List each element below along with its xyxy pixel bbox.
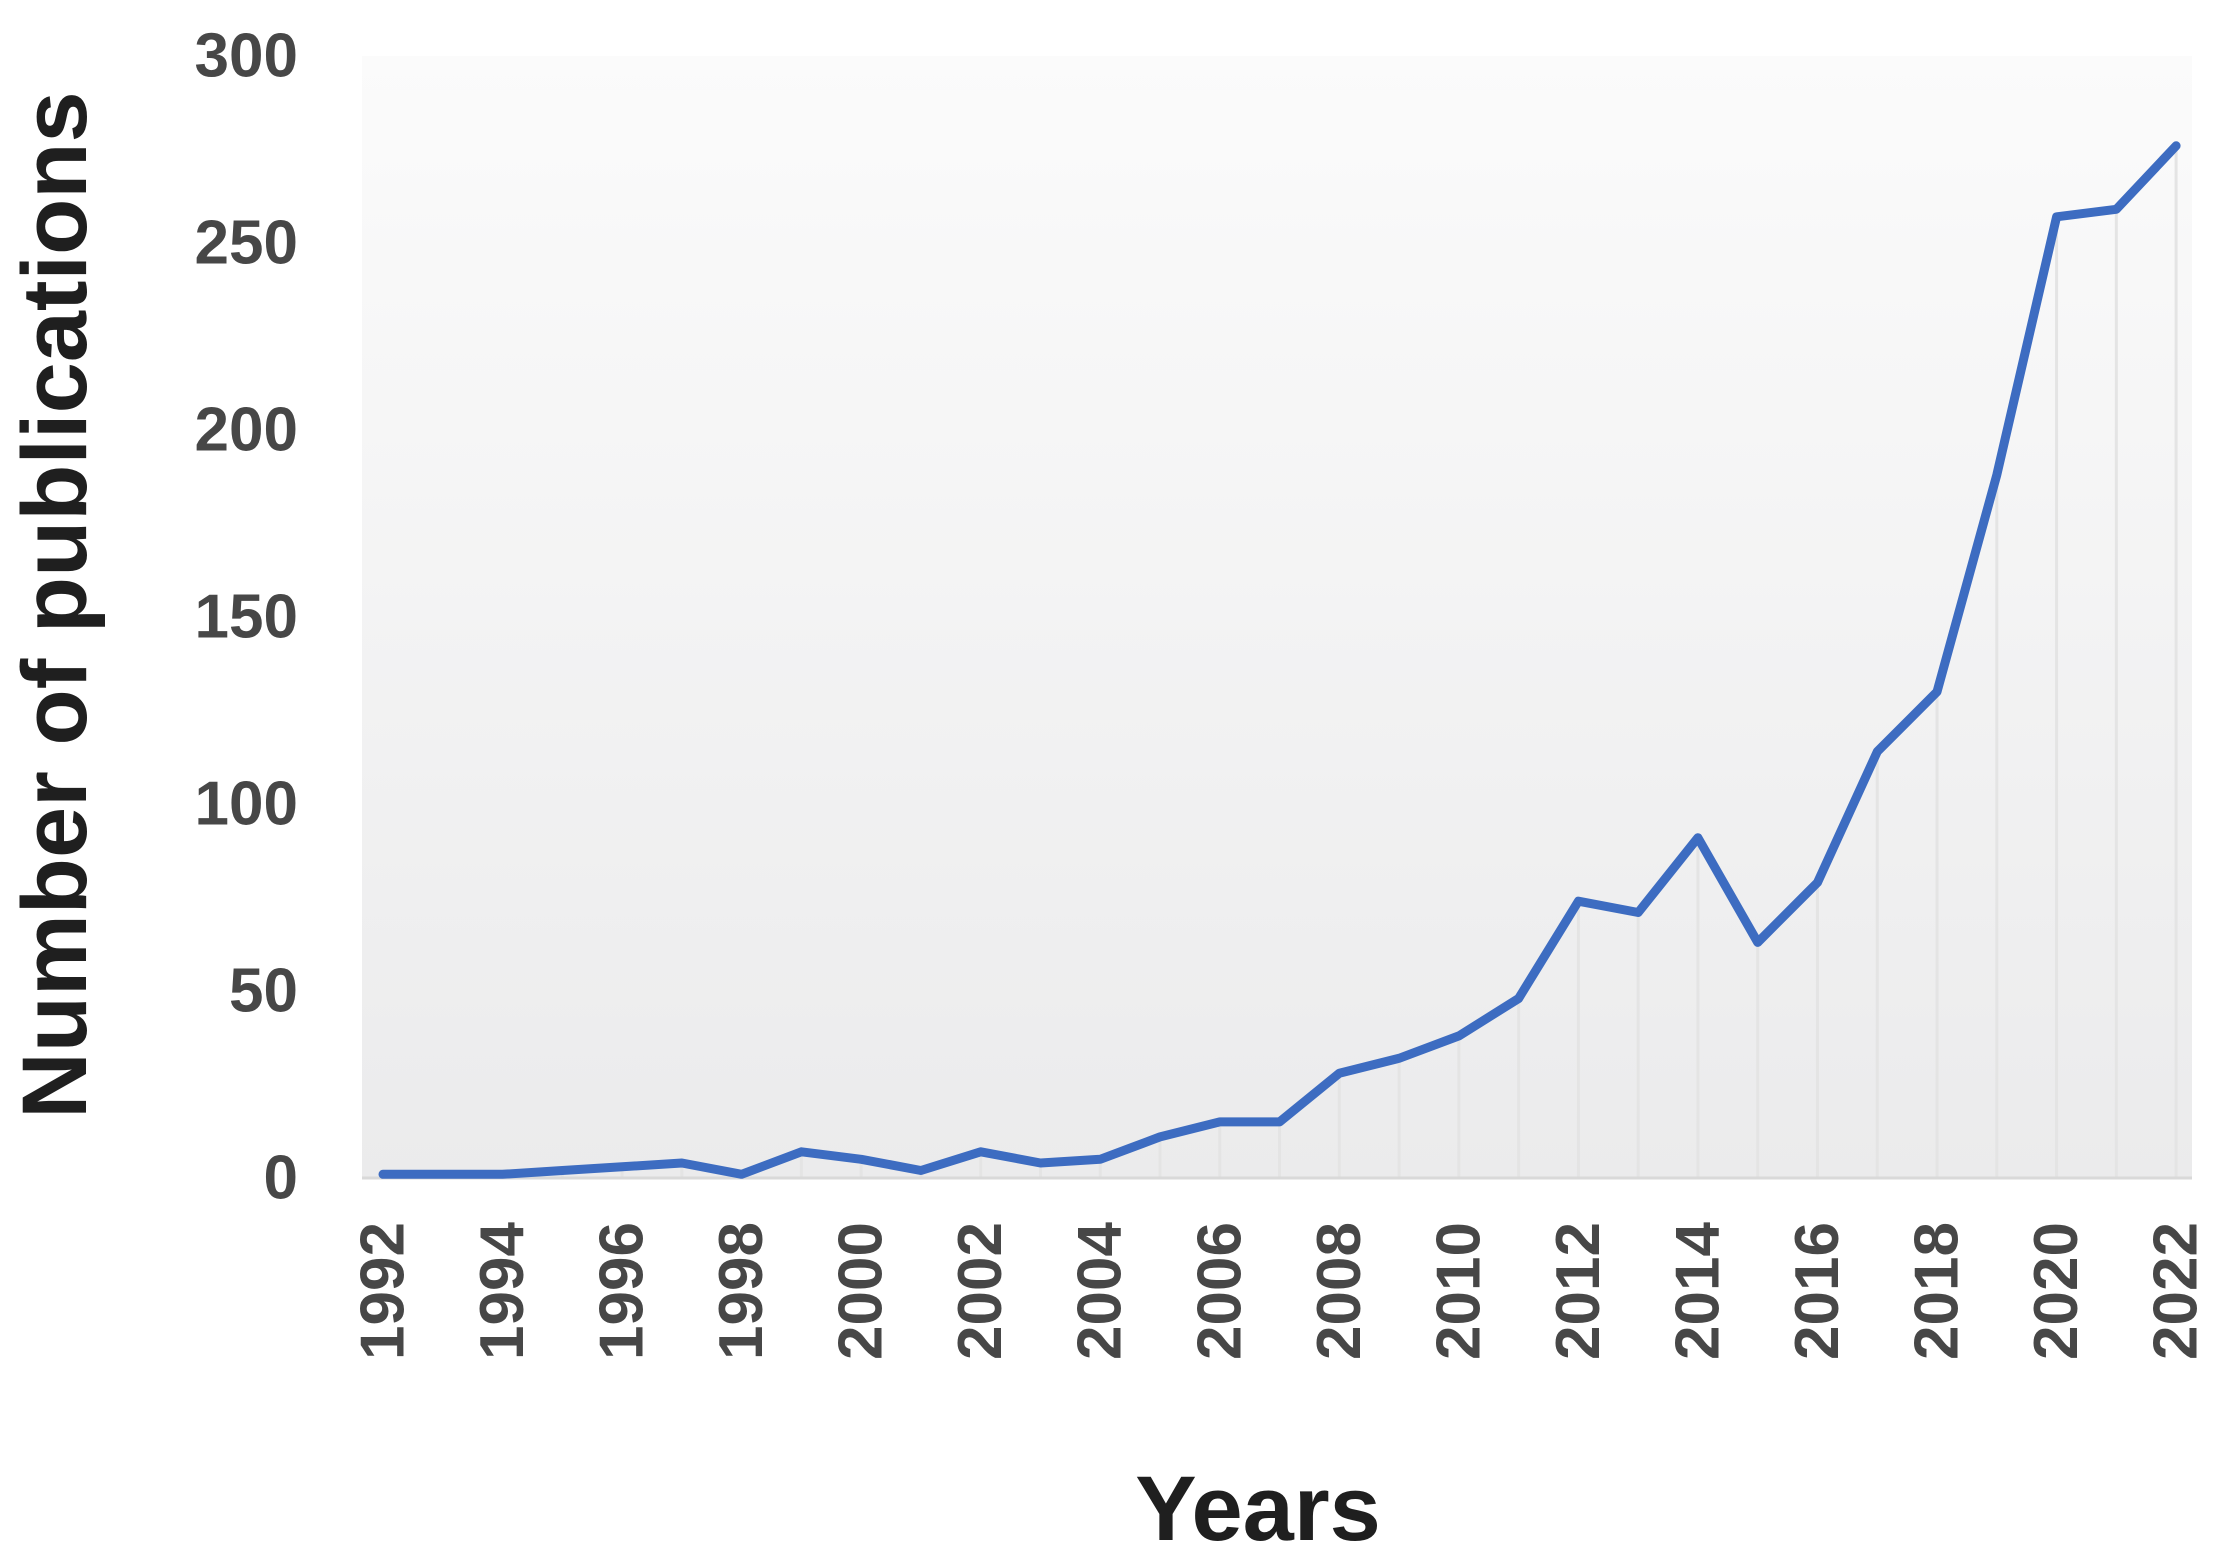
y-axis-title: Number of publications <box>4 91 106 1118</box>
publications-line <box>378 141 2181 1179</box>
x-axis-title: Years <box>1135 1458 1381 1560</box>
x-tick-label: 2010 <box>1424 1222 1493 1360</box>
y-tick-label: 300 <box>195 22 298 91</box>
x-tick-label: 2022 <box>2142 1222 2211 1360</box>
x-tick-label: 2004 <box>1066 1221 1135 1359</box>
x-tick-label: 1992 <box>349 1222 418 1360</box>
x-tick-label: 2016 <box>1783 1222 1852 1360</box>
x-tick-label: 2000 <box>827 1222 896 1360</box>
x-tick-label: 2012 <box>1544 1222 1613 1360</box>
x-tick-label: 1994 <box>468 1221 537 1359</box>
x-tick-label: 2018 <box>1903 1222 1972 1360</box>
y-tick-label: 150 <box>195 583 298 652</box>
y-tick-label: 200 <box>195 396 298 465</box>
drop-lines-group <box>381 145 2178 1178</box>
y-tick-label: 50 <box>229 957 298 1026</box>
y-tick-label: 0 <box>264 1144 298 1213</box>
x-tick-label: 1998 <box>707 1222 776 1360</box>
x-tick-label: 2002 <box>946 1222 1015 1360</box>
x-tick-label: 2014 <box>1663 1221 1732 1359</box>
y-tick-labels-group: 0 50 100 150 200 250 300 <box>195 22 298 1213</box>
x-tick-label: 2020 <box>2022 1222 2091 1360</box>
x-tick-label: 1996 <box>588 1222 657 1360</box>
x-tick-label: 2006 <box>1185 1222 1254 1360</box>
x-tick-label: 2008 <box>1305 1222 1374 1360</box>
x-tick-labels-group: 1992 1994 1996 1998 2000 2002 2004 2006 2008 2010… <box>349 1221 2211 1359</box>
y-tick-label: 100 <box>195 770 298 839</box>
y-tick-label: 250 <box>195 209 298 278</box>
plot-area <box>362 56 2192 1178</box>
